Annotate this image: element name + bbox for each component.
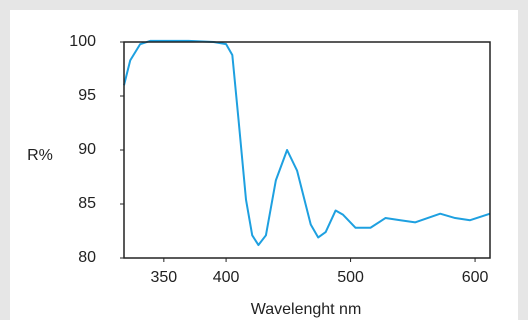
panel	[10, 10, 518, 320]
y-axis-label: R%	[27, 147, 53, 164]
x-tick-label: 400	[213, 269, 240, 286]
x-axis-label: Wavelenght nm	[251, 301, 362, 318]
x-tick-label: 350	[150, 269, 177, 286]
y-tick-label: 100	[69, 33, 96, 50]
x-tick-label: 500	[337, 269, 364, 286]
y-tick-label: 80	[78, 249, 96, 266]
data-line	[123, 39, 491, 247]
y-tick-label: 95	[78, 87, 96, 104]
plot-frame	[123, 41, 491, 259]
y-tick-label: 90	[78, 141, 96, 158]
x-tick-label: 600	[462, 269, 489, 286]
y-tick-label: 85	[78, 195, 96, 212]
